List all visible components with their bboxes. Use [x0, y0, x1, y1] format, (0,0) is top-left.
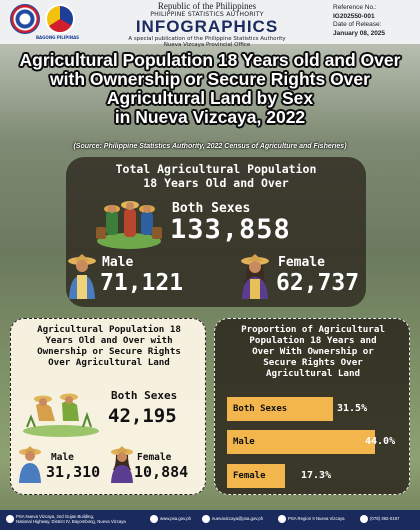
psa-logo-icon: [10, 4, 40, 34]
header-center: Republic of the Philippines PHILIPPINE S…: [92, 1, 322, 48]
proportion-title-line-1: Proportion of Agricultural: [241, 324, 385, 335]
agency-text: PHILIPPINE STATISTICS AUTHORITY: [150, 11, 264, 18]
total-both-sexes-value: 133,858: [170, 214, 291, 245]
ownership-title-line-4: Over Agricultural Land: [48, 357, 170, 368]
total-title-line-1: Total Agricultural Population: [115, 162, 317, 176]
reference-label: Reference No.:: [333, 4, 377, 11]
proportion-title-line-5: Agricultural Land: [265, 368, 361, 379]
ownership-panel-title: Agricultural Population 18 Years Old and…: [11, 324, 207, 368]
proportion-bar-label: Male: [233, 437, 255, 447]
phone-icon: [360, 515, 368, 523]
total-population-panel: Total Agricultural Population 18 Years O…: [66, 157, 366, 307]
footer-email[interactable]: nuevavizcaya@psa.gov.ph: [212, 516, 264, 521]
title-line-2: with Ownership or Secure Rights Over: [50, 69, 370, 89]
farmers-group-icon: [96, 201, 162, 249]
republic-text: Republic of the Philippines: [157, 1, 257, 11]
release-label: Date of Release:: [333, 21, 382, 29]
proportion-panel: Proportion of Agricultural Population 18…: [214, 318, 410, 495]
total-female-value: 62,737: [276, 270, 360, 296]
male-farmer-icon: [68, 254, 96, 299]
footer-address-line-2: National Highway, District IV, Bayombong…: [16, 519, 126, 524]
proportion-bar-value: 17.3%: [301, 470, 332, 481]
reference-block: Reference No.: IG202550-001 Date of Rele…: [333, 4, 417, 38]
bagong-pilipinas-logo-icon: [45, 4, 75, 34]
infographics-title: INFOGRAPHICS: [135, 17, 279, 36]
ownership-title-line-2: Years Old and Over with: [45, 335, 173, 346]
footer: PSA Nueva Vizcaya, 2nd Gujan Building, N…: [0, 510, 420, 530]
header: BAGONG PILIPINAS Republic of the Philipp…: [0, 0, 420, 48]
proportion-title-line-2: Population 18 Years and: [249, 335, 377, 346]
total-both-sexes-label: Both Sexes: [172, 201, 251, 216]
ownership-title-line-1: Agricultural Population 18: [37, 324, 181, 335]
footer-facebook[interactable]: PSA Region II Nueva Vizcaya: [288, 516, 345, 521]
bagong-pilipinas-caption: BAGONG PILIPINAS: [36, 35, 80, 40]
proportion-title-line-4: Secure Rights Over: [263, 357, 363, 368]
footer-address-line-1: PSA Nueva Vizcaya, 2nd Gujan Building,: [16, 514, 95, 519]
ownership-female-farmer-icon: [111, 446, 133, 483]
location-icon: [6, 515, 14, 523]
ownership-male-farmer-icon: [19, 446, 41, 483]
proportion-bar-value: 31.5%: [337, 403, 368, 414]
ownership-title-line-3: Ownership or Secure Rights: [37, 346, 181, 357]
female-farmer-icon: [241, 254, 269, 299]
total-male-label: Male: [102, 255, 134, 270]
proportion-bar: [227, 464, 285, 488]
proportion-bar: [227, 397, 333, 421]
proportion-title-line-3: Over With Ownership or: [252, 346, 374, 357]
ownership-panel: Agricultural Population 18 Years Old and…: [10, 318, 206, 495]
facebook-icon: [278, 515, 286, 523]
title-line-4: in Nueva Vizcaya, 2022: [114, 107, 306, 127]
footer-phone: (078) 392-0197: [370, 516, 400, 521]
total-male-value: 71,121: [100, 270, 184, 296]
provincial-office-subtitle: Nueva Vizcaya Provincial Office: [163, 42, 251, 48]
footer-address: PSA Nueva Vizcaya, 2nd Gujan Building, N…: [16, 514, 126, 524]
title-line-3: Agricultural Land by Sex: [106, 88, 314, 108]
total-panel-title: Total Agricultural Population 18 Years O…: [66, 162, 366, 190]
total-female-label: Female: [278, 255, 325, 270]
ownership-both-sexes-value: 42,195: [108, 405, 177, 427]
proportion-bar-label: Female: [233, 471, 266, 481]
ownership-both-sexes-label: Both Sexes: [111, 389, 178, 402]
footer-website[interactable]: www.psa.gov.ph: [160, 516, 191, 521]
source-note: (Source: Philippine Statistics Authority…: [73, 143, 347, 150]
proportion-bar-value: 44.0%: [365, 436, 396, 447]
reference-value: IG202550-001: [333, 12, 375, 20]
proportion-bar: [227, 430, 375, 454]
page-title: Agricultural Population 18 Years old and…: [4, 51, 416, 127]
proportion-bar-label: Both Sexes: [233, 404, 288, 414]
ownership-female-value: 10,884: [134, 463, 189, 481]
ownership-male-value: 31,310: [46, 463, 101, 481]
title-line-1: Agricultural Population 18 Years old and…: [19, 50, 401, 70]
proportion-panel-title: Proportion of Agricultural Population 18…: [215, 324, 411, 379]
ownership-female-label: Female: [137, 452, 172, 463]
publication-subtitle: A special publication of the Philippine …: [128, 36, 286, 42]
total-title-line-2: 18 Years Old and Over: [143, 176, 289, 190]
planting-farmers-icon: [23, 393, 99, 437]
email-icon: [202, 515, 210, 523]
globe-icon: [150, 515, 158, 523]
ownership-male-label: Male: [51, 452, 74, 463]
release-value: January 08, 2025: [333, 29, 386, 37]
